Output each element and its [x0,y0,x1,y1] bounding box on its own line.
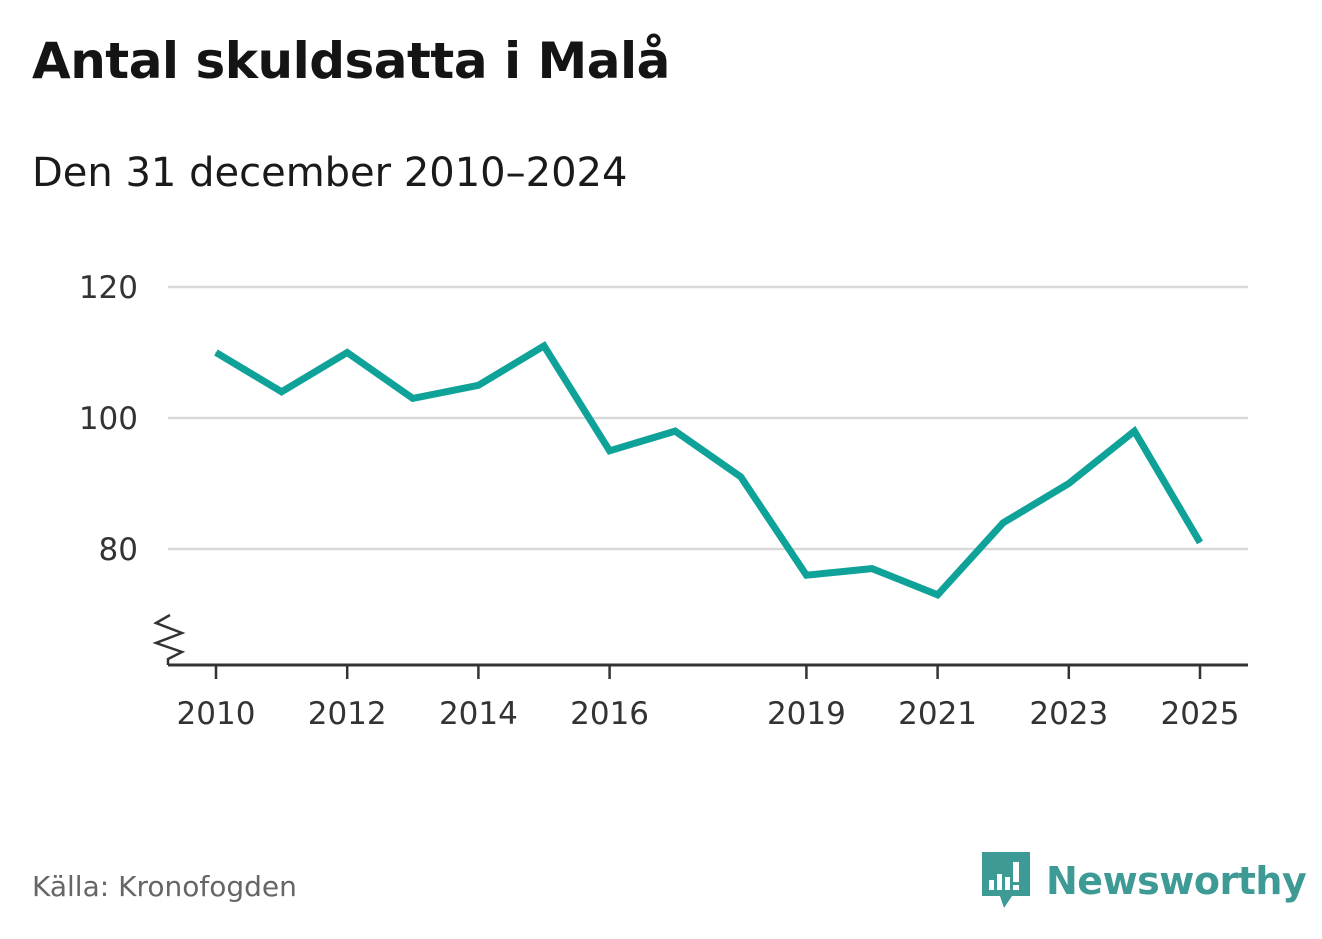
y-tick-label-120: 120 [79,270,138,306]
y-tick-label-80: 80 [99,532,138,568]
data-point-2015 [543,345,545,347]
data-point-2013 [412,397,414,399]
x-tick-label-2023: 2023 [1029,696,1108,732]
series-lines [214,341,1204,599]
data-point-2016 [609,450,611,452]
y-axis-break-icon [152,613,186,665]
x-tick-label-2021: 2021 [898,696,977,732]
data-point-2017 [674,430,676,432]
data-point-2025 [1199,541,1201,543]
brand-name: Newsworthy [1046,859,1307,903]
brand-logo: Newsworthy [980,850,1307,912]
data-point-2022 [1002,522,1004,524]
data-point-2010 [215,352,217,353]
data-point-2019 [805,574,807,576]
data-point-2011 [281,391,283,393]
data-point-2024 [1133,430,1135,432]
data-point-2023 [1068,483,1070,484]
source-note: Källa: Kronofogden [32,870,297,903]
x-tick-label-2012: 2012 [308,696,387,732]
x-axis-ticks: 2010 2012 2014 2016 2019 2021 2023 2025 [177,665,1240,732]
x-tick-label-2010: 2010 [177,696,256,732]
y-axis-ticks: 80 100 120 [79,270,138,568]
data-point-2012 [346,352,348,353]
data-point-2020 [871,568,873,570]
x-tick-label-2019: 2019 [767,696,846,732]
y-tick-label-100: 100 [79,401,138,437]
bar-chart-speech-bubble-icon [982,852,1030,908]
x-tick-label-2025: 2025 [1161,696,1240,732]
x-tick-label-2014: 2014 [439,696,518,732]
data-point-2014 [477,384,479,386]
x-tick-label-2016: 2016 [570,696,649,732]
series-line-0 [214,341,1204,599]
chart-title: Antal skuldsatta i Malå [32,32,670,90]
data-point-2018 [740,476,742,478]
data-point-2021 [937,594,939,596]
grid-lines [168,285,1248,551]
x-axis [152,613,1248,667]
chart-subtitle: Den 31 december 2010–2024 [32,150,628,196]
